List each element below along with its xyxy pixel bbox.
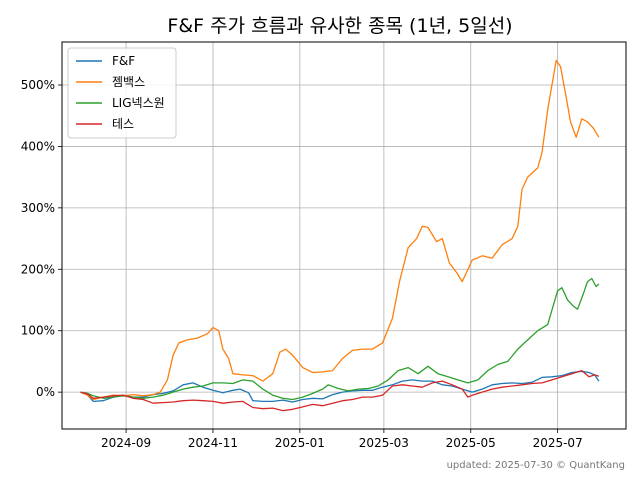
x-tick-label: 2025-03: [359, 436, 409, 450]
series-line-2: [80, 59, 600, 401]
legend-label: LIG넥스원: [112, 96, 165, 110]
x-tick-label: 2025-01: [275, 436, 325, 450]
legend-label: F&F: [112, 54, 135, 68]
y-tick-label: 100%: [21, 324, 55, 338]
series-line-1: [80, 370, 600, 403]
series-line-3: [80, 277, 600, 401]
y-tick-label: 400%: [21, 139, 55, 153]
legend-label: 테스: [112, 117, 134, 131]
x-tick-label: 2024-09: [101, 436, 151, 450]
chart-title: F&F 주가 흐름과 유사한 종목 (1년, 5일선): [167, 15, 512, 37]
y-tick-label: 0%: [36, 385, 55, 399]
plot-frame: [61, 41, 627, 430]
grid: [62, 42, 626, 429]
series-lines: [80, 59, 600, 412]
footer-credit: updated: 2025-07-30 © QuantKang: [447, 460, 625, 471]
x-tick-label: 2024-11: [188, 436, 238, 450]
y-tick-label: 500%: [21, 78, 55, 92]
y-tick-label: 200%: [21, 262, 55, 276]
y-tick-label: 300%: [21, 201, 55, 215]
x-tick-label: 2025-07: [533, 436, 583, 450]
series-line-4: [80, 369, 600, 412]
legend-label: 젬백스: [112, 75, 145, 89]
legend-box: [67, 47, 177, 139]
axis-ticks: 0% 100% 200% 300% 400% 500% 2024-09 2024-11 2025…: [21, 78, 583, 450]
x-tick-label: 2025-05: [446, 436, 496, 450]
